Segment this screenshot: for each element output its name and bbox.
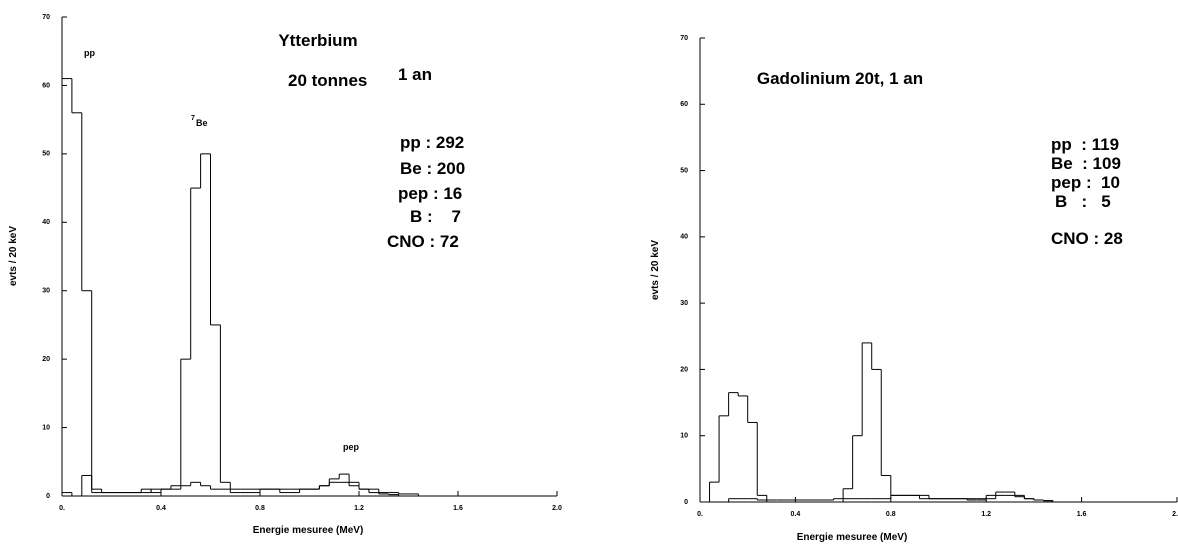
x-tick-label: 0. (59, 505, 65, 512)
x-tick-label: 1.2 (981, 511, 991, 518)
x-tick-label: 0. (697, 511, 703, 518)
annotation: CNO : 72 (387, 232, 459, 251)
y-tick-label: 10 (680, 433, 688, 440)
y-tick-label: 30 (42, 288, 50, 295)
y-tick-label: 30 (680, 300, 688, 307)
x-tick-label: 2.0 (552, 505, 562, 512)
annotation: 1 an (398, 65, 432, 84)
annotation: 20 tonnes (288, 71, 367, 90)
x-tick-label: 1.6 (453, 505, 463, 512)
annotation: pp (84, 48, 95, 58)
y-tick-label: 70 (680, 35, 688, 42)
x-tick-label: 0.4 (156, 505, 166, 512)
y-tick-label: 0 (684, 499, 688, 506)
y-tick-label: 40 (680, 234, 688, 241)
x-tick-label: 0.8 (255, 505, 265, 512)
annotation: CNO : 28 (1051, 229, 1123, 248)
y-tick-label: 0 (46, 493, 50, 500)
annotation: pep : 16 (398, 184, 462, 203)
x-tick-label: 2.0 (1172, 511, 1178, 518)
y-tick-label: 40 (42, 219, 50, 226)
y-tick-label: 10 (42, 424, 50, 431)
x-axis-label: Energie mesuree (MeV) (797, 532, 908, 543)
y-tick-label: 60 (42, 82, 50, 89)
y-axis-label: evts / 20 keV (650, 240, 661, 300)
y-axis-label: evts / 20 keV (8, 226, 19, 286)
x-tick-label: 1.6 (1077, 511, 1087, 518)
y-tick-label: 50 (680, 167, 688, 174)
annotation: 7 (191, 115, 195, 122)
annotation: B : 5 (1055, 192, 1111, 211)
y-tick-label: 60 (680, 101, 688, 108)
annotation: Be : 109 (1051, 154, 1121, 173)
annotation: pep : 10 (1051, 173, 1120, 192)
annotation: pp : 292 (400, 133, 464, 152)
y-tick-label: 20 (42, 356, 50, 363)
annotation: B : 7 (410, 207, 461, 226)
x-tick-label: 0.4 (791, 511, 801, 518)
x-tick-label: 1.2 (354, 505, 364, 512)
annotation: pep (343, 442, 360, 452)
x-axis-label: Energie mesuree (MeV) (253, 525, 364, 536)
y-tick-label: 50 (42, 151, 50, 158)
annotation: Be : 200 (400, 159, 465, 178)
x-tick-label: 0.8 (886, 511, 896, 518)
y-tick-label: 70 (42, 14, 50, 21)
annotation: Gadolinium 20t, 1 an (757, 69, 923, 88)
annotation: Be (196, 118, 208, 128)
annotation: Ytterbium (278, 31, 357, 50)
annotation: pp : 119 (1051, 135, 1119, 154)
y-tick-label: 20 (680, 366, 688, 373)
